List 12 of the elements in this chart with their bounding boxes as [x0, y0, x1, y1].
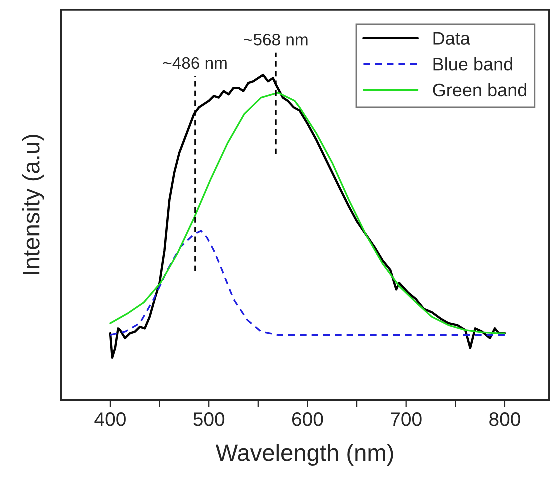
x-tick-label: 400 [94, 412, 126, 426]
x-tick-label: 600 [292, 412, 324, 426]
y-axis-title: Intensity (a.u) [22, 135, 44, 274]
legend-label: Data [434, 32, 470, 45]
legend-label: Green band [433, 83, 527, 97]
x-tick-label: 800 [490, 412, 520, 426]
legend-label: Blue band [434, 58, 512, 71]
x-tick-label: 500 [194, 412, 225, 426]
x-tick-label: 700 [391, 412, 422, 426]
ref-line-label: ~486 nm [163, 57, 227, 70]
x-axis-title: Wavelength (nm) [216, 444, 394, 466]
ref-line-label: ~568 nm [244, 34, 308, 46]
